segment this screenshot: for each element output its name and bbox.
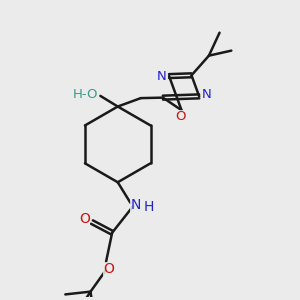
Text: H: H [144,200,154,214]
Text: N: N [156,70,166,83]
Text: H-O: H-O [73,88,98,101]
Text: O: O [103,262,114,276]
Text: O: O [175,110,185,123]
Text: N: N [202,88,212,101]
Text: N: N [130,198,141,212]
Text: O: O [80,212,90,226]
